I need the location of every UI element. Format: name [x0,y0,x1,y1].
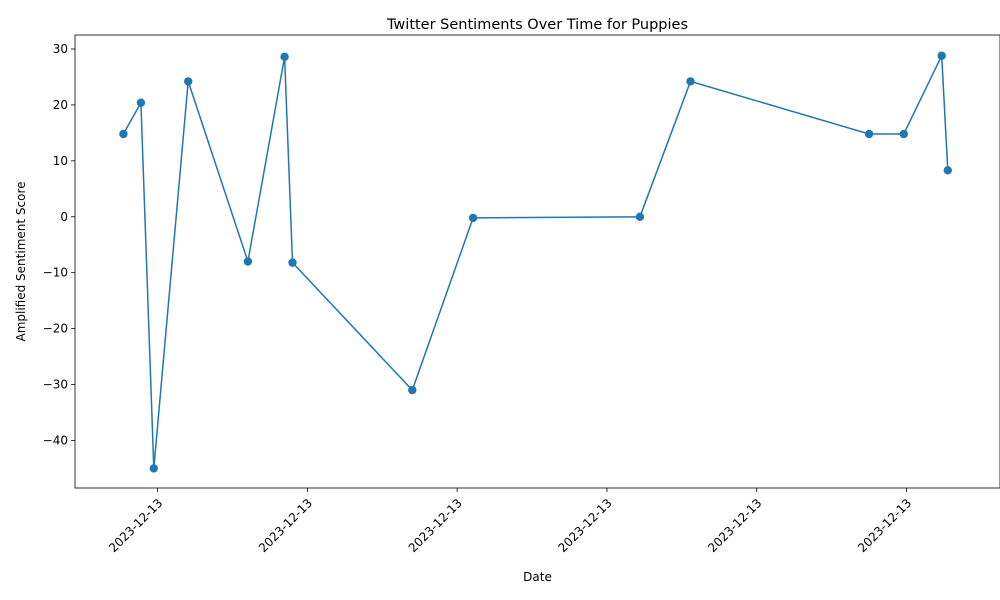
x-tick-label: 2023-12-13 [406,496,465,555]
data-point-9 [635,212,645,221]
y-tick-label: 30 [53,42,68,56]
x-tick-label: 2023-12-13 [855,496,914,555]
data-point-8 [468,213,478,223]
data-point-1 [136,98,146,107]
y-tick-label: −10 [43,266,68,280]
data-point-12 [899,129,908,139]
data-point-3 [184,77,193,86]
data-point-10 [686,77,695,86]
data-point-14 [943,166,952,175]
x-axis-label: Date [523,570,552,584]
data-point-4 [243,257,253,266]
y-tick-label: −30 [43,378,68,392]
y-tick-label: −40 [43,433,68,447]
plot-area [119,51,952,473]
x-tick-label: 2023-12-13 [705,496,764,555]
data-point-11 [864,129,874,139]
data-point-0 [119,129,128,139]
y-axis-label: Amplified Sentiment Score [14,181,28,341]
x-axis-ticks: 2023-12-13 2023-12-13 2023-12-13 2023-12-13… [106,488,914,555]
y-tick-label: −20 [43,322,68,336]
plot-frame [74,34,1000,489]
data-point-6 [288,258,297,267]
y-tick-label: 0 [60,210,68,224]
chart-title: Twitter Sentiments Over Time for Puppies [386,17,688,33]
x-tick-label: 2023-12-13 [256,496,315,555]
data-point-7 [408,385,417,395]
y-tick-label: 10 [53,154,68,168]
data-point-13 [937,51,946,60]
y-axis-ticks: −40 −30 −20 −10 0 10 20 30 [43,42,75,447]
y-tick-label: 20 [53,98,68,112]
x-tick-label: 2023-12-13 [555,496,614,555]
data-point-5 [280,52,289,61]
data-point-2 [149,464,158,473]
x-tick-label: 2023-12-13 [106,496,165,555]
